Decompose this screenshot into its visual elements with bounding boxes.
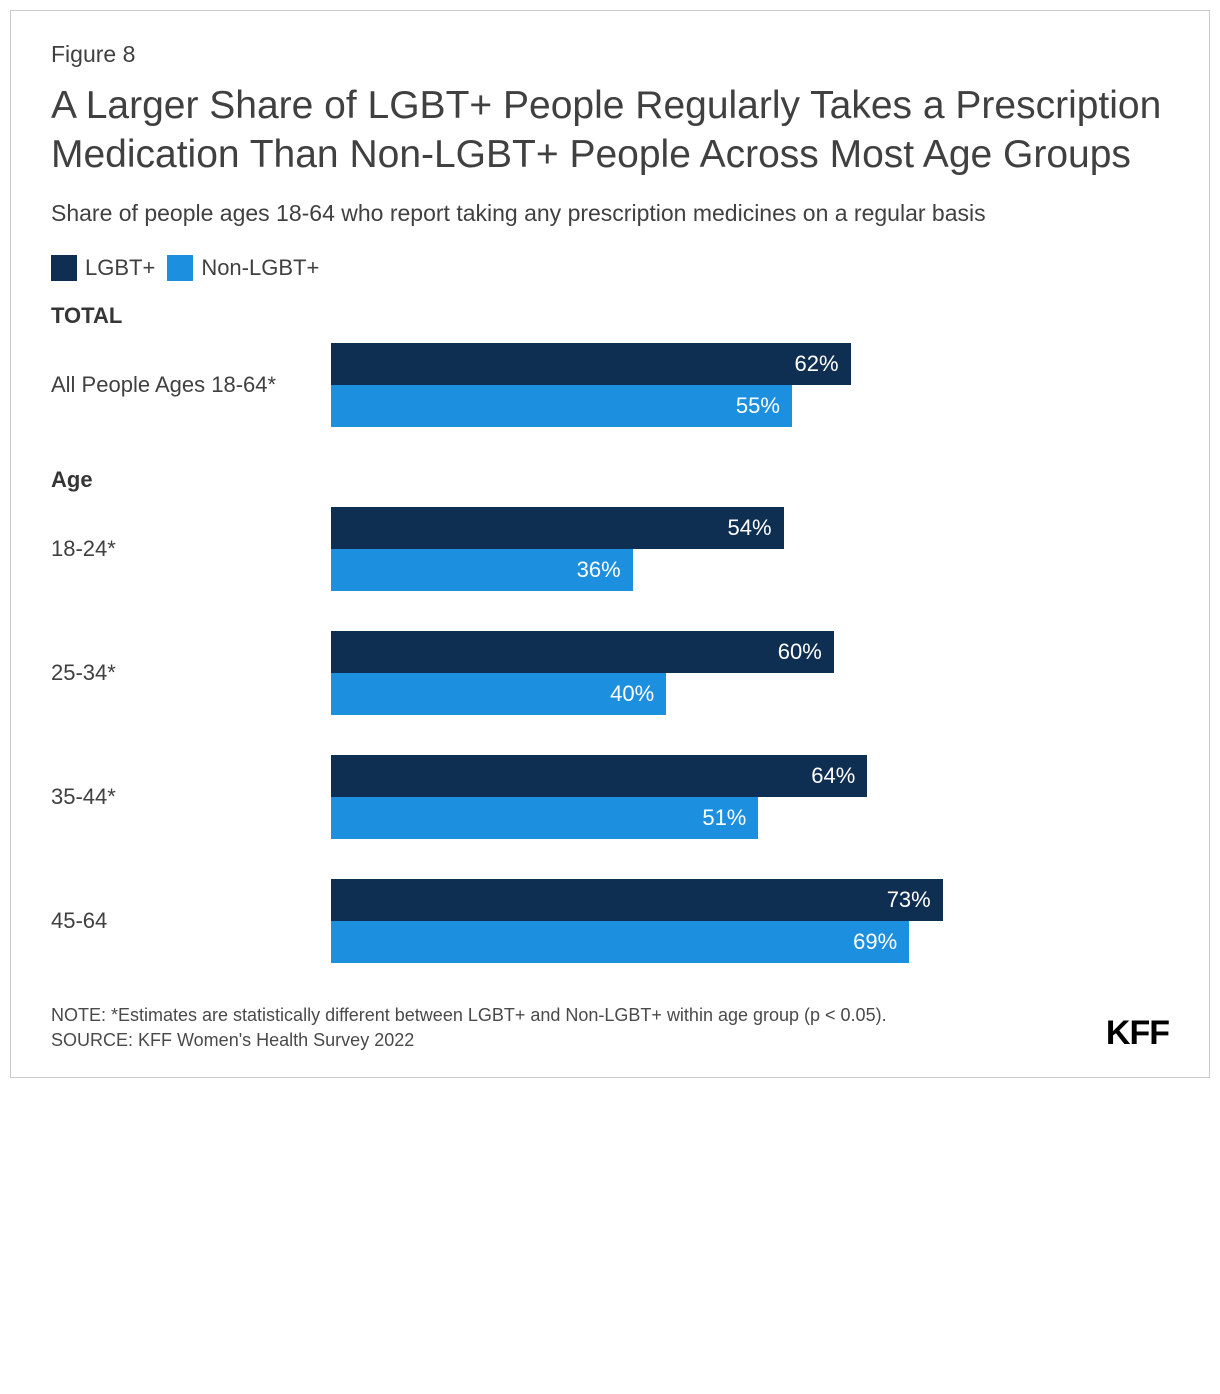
bar-series2: 51% xyxy=(331,797,758,839)
footer-row: NOTE: *Estimates are statistically diffe… xyxy=(51,1003,1169,1053)
chart-body: TOTAL All People Ages 18-64* 62% 55% Age 18-2… xyxy=(51,303,1169,963)
bar-value-label: 64% xyxy=(811,763,855,789)
bar-track: 54% xyxy=(331,507,1169,549)
bar-track: 69% xyxy=(331,921,1169,963)
bar-value-label: 36% xyxy=(577,557,621,583)
bar-pair: 64% 51% xyxy=(331,755,1169,839)
bar-group: 18-24* 54% 36% xyxy=(51,507,1169,591)
bar-track: 73% xyxy=(331,879,1169,921)
section-heading: TOTAL xyxy=(51,303,1169,329)
bar-series1: 60% xyxy=(331,631,834,673)
figure-container: Figure 8 A Larger Share of LGBT+ People … xyxy=(10,10,1210,1078)
bar-series2: 36% xyxy=(331,549,633,591)
bar-value-label: 51% xyxy=(702,805,746,831)
legend-item-series2: Non-LGBT+ xyxy=(167,255,319,281)
bar-pair: 62% 55% xyxy=(331,343,1169,427)
footer-note-line: NOTE: *Estimates are statistically diffe… xyxy=(51,1003,887,1028)
bar-value-label: 54% xyxy=(727,515,771,541)
bar-track: 62% xyxy=(331,343,1169,385)
legend-item-series1: LGBT+ xyxy=(51,255,155,281)
legend-swatch-series2 xyxy=(167,255,193,281)
bar-group: 25-34* 60% 40% xyxy=(51,631,1169,715)
bar-value-label: 73% xyxy=(887,887,931,913)
category-label: 18-24* xyxy=(51,536,331,562)
legend-swatch-series1 xyxy=(51,255,77,281)
bar-track: 51% xyxy=(331,797,1169,839)
footer-source-line: SOURCE: KFF Women's Health Survey 2022 xyxy=(51,1028,887,1053)
bar-series1: 64% xyxy=(331,755,867,797)
bar-series2: 55% xyxy=(331,385,792,427)
bar-value-label: 69% xyxy=(853,929,897,955)
bar-track: 40% xyxy=(331,673,1169,715)
section-heading: Age xyxy=(51,467,1169,493)
legend-label-series2: Non-LGBT+ xyxy=(201,255,319,281)
bar-track: 55% xyxy=(331,385,1169,427)
bar-pair: 54% 36% xyxy=(331,507,1169,591)
bar-series1: 54% xyxy=(331,507,784,549)
bar-track: 64% xyxy=(331,755,1169,797)
bar-series1: 73% xyxy=(331,879,943,921)
category-label: 45-64 xyxy=(51,908,331,934)
bar-value-label: 60% xyxy=(778,639,822,665)
category-label: 35-44* xyxy=(51,784,331,810)
legend: LGBT+ Non-LGBT+ xyxy=(51,255,1169,281)
bar-series2: 40% xyxy=(331,673,666,715)
category-label: 25-34* xyxy=(51,660,331,686)
bar-group: 45-64 73% 69% xyxy=(51,879,1169,963)
bar-track: 36% xyxy=(331,549,1169,591)
footer-notes: NOTE: *Estimates are statistically diffe… xyxy=(51,1003,887,1053)
bar-pair: 73% 69% xyxy=(331,879,1169,963)
figure-label: Figure 8 xyxy=(51,41,1169,68)
category-label: All People Ages 18-64* xyxy=(51,372,331,398)
bar-pair: 60% 40% xyxy=(331,631,1169,715)
legend-label-series1: LGBT+ xyxy=(85,255,155,281)
bar-value-label: 62% xyxy=(795,351,839,377)
bar-track: 60% xyxy=(331,631,1169,673)
bar-value-label: 40% xyxy=(610,681,654,707)
bar-series1: 62% xyxy=(331,343,851,385)
bar-value-label: 55% xyxy=(736,393,780,419)
kff-logo: KFF xyxy=(1106,1014,1169,1053)
bar-group: 35-44* 64% 51% xyxy=(51,755,1169,839)
figure-title: A Larger Share of LGBT+ People Regularly… xyxy=(51,82,1169,180)
bar-series2: 69% xyxy=(331,921,909,963)
figure-subtitle: Share of people ages 18-64 who report ta… xyxy=(51,198,1169,229)
bar-group: All People Ages 18-64* 62% 55% xyxy=(51,343,1169,427)
